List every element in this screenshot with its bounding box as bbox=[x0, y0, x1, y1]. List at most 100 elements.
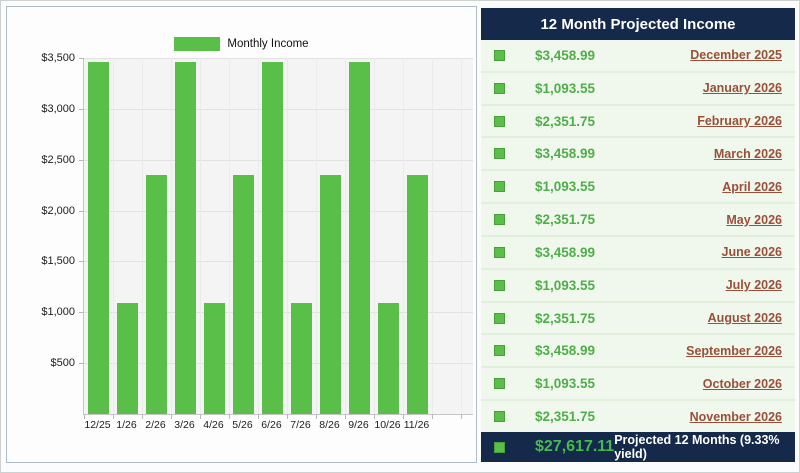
income-row: $1,093.55 April 2026 bbox=[481, 171, 795, 205]
vertical-gridline bbox=[113, 58, 114, 414]
x-tick-mark bbox=[403, 414, 404, 419]
bar[interactable] bbox=[349, 62, 370, 414]
income-bullet-icon bbox=[494, 279, 505, 291]
y-tick-mark bbox=[79, 108, 84, 110]
panel-title: 12 Month Projected Income bbox=[481, 8, 795, 40]
income-amount: $1,093.55 bbox=[535, 80, 596, 96]
income-bullet-icon bbox=[494, 214, 505, 226]
income-row: $3,458.99 December 2025 bbox=[481, 40, 795, 73]
vertical-gridline bbox=[287, 58, 288, 414]
x-tick-mark bbox=[287, 414, 288, 419]
income-bullet-icon bbox=[494, 312, 505, 324]
x-tick-mark bbox=[316, 414, 317, 419]
income-row: $2,351.75 August 2026 bbox=[481, 302, 795, 336]
income-amount: $1,093.55 bbox=[535, 376, 596, 392]
income-table-panel: 12 Month Projected Income $3,458.99 Dece… bbox=[481, 8, 795, 462]
footer-label: Projected 12 Months (9.33% yield) bbox=[614, 433, 780, 461]
y-tick-mark bbox=[79, 58, 84, 59]
y-tick-mark bbox=[79, 210, 84, 212]
vertical-gridline bbox=[142, 58, 143, 414]
month-link[interactable]: May 2026 bbox=[726, 212, 782, 227]
month-link[interactable]: July 2026 bbox=[725, 278, 782, 293]
x-axis-label: 5/26 bbox=[232, 419, 253, 431]
income-row: $2,351.75 November 2026 bbox=[481, 401, 795, 432]
income-bullet-icon bbox=[494, 378, 505, 390]
x-tick-mark bbox=[142, 414, 143, 419]
income-amount: $1,093.55 bbox=[535, 179, 596, 195]
income-amount: $2,351.75 bbox=[535, 113, 596, 129]
income-row: $2,351.75 February 2026 bbox=[481, 105, 795, 139]
x-tick-mark bbox=[113, 414, 114, 419]
bar[interactable] bbox=[407, 174, 428, 414]
income-bullet-icon bbox=[494, 82, 505, 94]
income-row: $3,458.99 June 2026 bbox=[481, 236, 795, 270]
x-tick-mark bbox=[200, 414, 201, 419]
income-row: $3,458.99 September 2026 bbox=[481, 335, 795, 369]
monthly-income-chart: Monthly Income $500 $1,000 $1,500 $2,000 $2,… bbox=[6, 6, 477, 463]
x-tick-mark bbox=[461, 414, 462, 419]
month-link[interactable]: August 2026 bbox=[707, 311, 782, 326]
month-link[interactable]: June 2026 bbox=[721, 245, 782, 260]
x-tick-mark bbox=[229, 414, 230, 419]
month-link[interactable]: February 2026 bbox=[697, 114, 782, 129]
x-tick-mark bbox=[374, 414, 375, 419]
bar[interactable] bbox=[117, 302, 138, 414]
month-link[interactable]: September 2026 bbox=[686, 343, 782, 358]
x-axis-label: 8/26 bbox=[319, 419, 340, 431]
x-axis-label: 3/26 bbox=[174, 419, 195, 431]
x-axis-label: 2/26 bbox=[145, 419, 166, 431]
income-row: $1,093.55 July 2026 bbox=[481, 269, 795, 303]
income-bullet-icon bbox=[494, 411, 505, 423]
month-link[interactable]: January 2026 bbox=[702, 81, 782, 96]
y-axis-label: $3,500 bbox=[41, 52, 75, 64]
y-tick-mark bbox=[79, 159, 84, 161]
y-axis-label: $1,000 bbox=[41, 306, 75, 319]
income-rows: $3,458.99 December 2025 $1,093.55 Januar… bbox=[481, 40, 795, 432]
vertical-gridline bbox=[200, 58, 201, 414]
vertical-gridline bbox=[229, 58, 230, 414]
month-link[interactable]: October 2026 bbox=[702, 376, 782, 391]
y-axis-label: $500 bbox=[50, 357, 75, 370]
vertical-gridline bbox=[461, 58, 462, 414]
income-bullet-icon bbox=[494, 49, 505, 61]
month-link[interactable]: April 2026 bbox=[722, 179, 782, 194]
income-row: $2,351.75 May 2026 bbox=[481, 204, 795, 237]
vertical-gridline bbox=[316, 58, 317, 414]
income-amount: $2,351.75 bbox=[535, 310, 596, 326]
income-amount: $3,458.99 bbox=[535, 343, 596, 359]
y-axis-label: $1,500 bbox=[41, 255, 75, 268]
chart-legend: Monthly Income bbox=[7, 37, 476, 51]
gridline: $3,500 bbox=[41, 52, 473, 64]
month-link[interactable]: December 2025 bbox=[690, 48, 782, 63]
total-amount: $27,617.11 bbox=[535, 438, 615, 455]
bar[interactable] bbox=[175, 62, 196, 414]
legend-swatch-icon bbox=[174, 37, 221, 51]
vertical-gridline bbox=[345, 58, 346, 414]
total-bullet-icon bbox=[494, 441, 505, 453]
y-axis-label: $2,500 bbox=[41, 153, 75, 166]
month-link[interactable]: November 2026 bbox=[689, 409, 782, 424]
x-axis-label: 4/26 bbox=[203, 419, 224, 431]
vertical-gridline bbox=[403, 58, 404, 414]
month-link[interactable]: March 2026 bbox=[713, 146, 782, 161]
bar[interactable] bbox=[204, 302, 225, 414]
income-amount: $2,351.75 bbox=[535, 409, 596, 425]
income-bullet-icon bbox=[494, 181, 505, 193]
income-amount: $1,093.55 bbox=[535, 277, 596, 293]
bar[interactable] bbox=[233, 174, 254, 414]
bar[interactable] bbox=[88, 62, 109, 414]
income-bullet-icon bbox=[494, 148, 505, 160]
bar[interactable] bbox=[146, 174, 167, 414]
plot-area: $500 $1,000 $1,500 $2,000 $2,500 $3,000 $3,500 bbox=[41, 52, 473, 419]
bar[interactable] bbox=[291, 302, 312, 414]
income-bullet-icon bbox=[494, 345, 505, 357]
income-amount: $3,458.99 bbox=[535, 244, 596, 260]
vertical-gridline bbox=[258, 58, 259, 414]
bar[interactable] bbox=[320, 174, 341, 414]
bar[interactable] bbox=[262, 62, 283, 414]
bar[interactable] bbox=[378, 302, 399, 414]
x-axis-labels: 12/25 1/26 2/26 3/26 4/26 5/26 6/26 7/26 8/26 9/2… bbox=[83, 419, 473, 433]
vertical-gridline bbox=[374, 58, 375, 414]
income-amount: $3,458.99 bbox=[535, 146, 596, 162]
